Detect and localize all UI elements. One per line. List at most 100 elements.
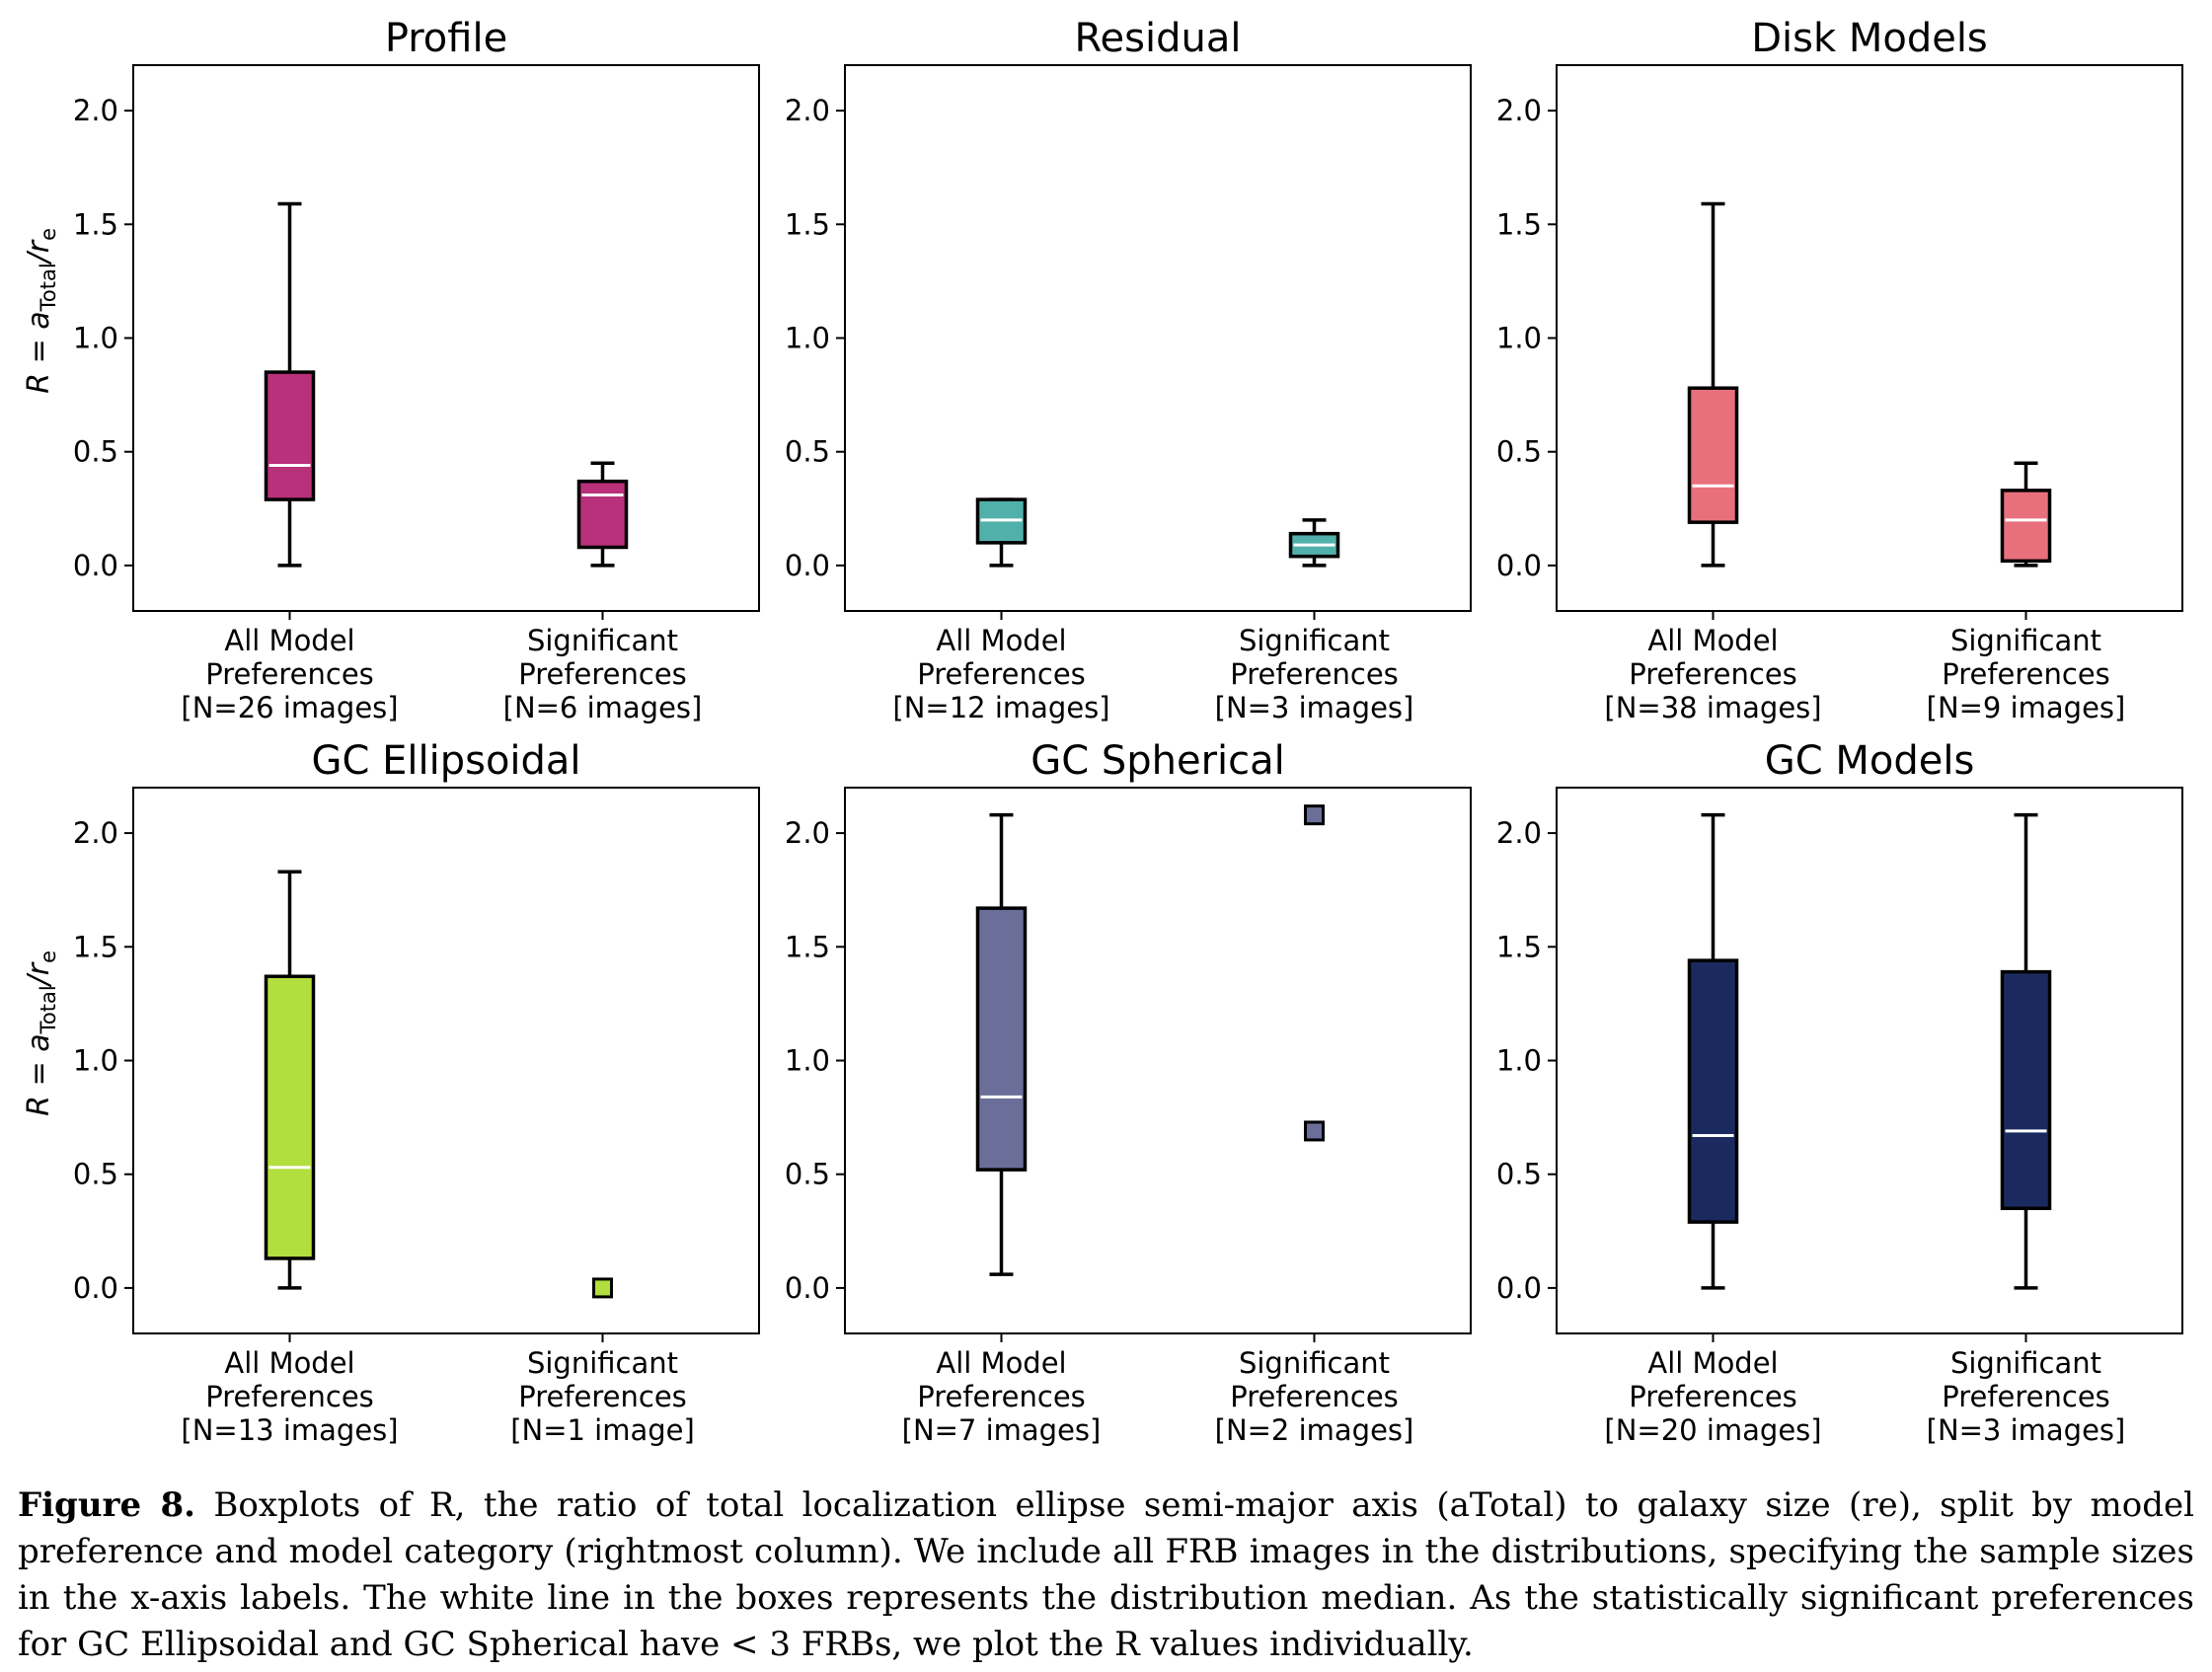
boxplot-all-model <box>975 812 1028 1276</box>
boxplot-all-model <box>1687 812 1739 1290</box>
y-tick-label: 1.5 <box>73 207 118 241</box>
plot-frame <box>844 64 1472 612</box>
x-tick-label: Preferences <box>1942 657 2110 691</box>
boxplot-all-model <box>264 870 316 1290</box>
x-tick-label: Significant <box>527 624 678 657</box>
box-iqr <box>1687 958 1739 1224</box>
caption-text: Boxplots of R, the ratio of total locali… <box>18 1485 2194 1664</box>
y-tick-label: 2.0 <box>1496 94 1542 127</box>
y-tick-label: 0.0 <box>73 1271 118 1305</box>
y-tick-label: 0.5 <box>73 1158 118 1191</box>
y-tick-label: 0.5 <box>1496 435 1542 469</box>
x-tick-label: Significant <box>1950 1346 2101 1380</box>
y-tick-label: 0.0 <box>785 1271 830 1305</box>
subplot-title: GC Ellipsoidal <box>311 738 580 784</box>
subplot-title: Profile <box>385 16 507 61</box>
x-tick-label: [N=1 image] <box>510 1413 695 1447</box>
x-tick-label: [N=12 images] <box>892 691 1109 724</box>
figure-caption: Figure 8. Boxplots of R, the ratio of to… <box>18 1482 2194 1668</box>
y-tick-label: 0.5 <box>73 435 118 469</box>
y-tick-label: 1.5 <box>785 207 830 241</box>
subplot-title: Disk Models <box>1751 16 1988 61</box>
box-iqr <box>2000 489 2052 564</box>
y-tick-label: 0.5 <box>785 435 830 469</box>
y-axis-label: R = aTotal/re <box>22 228 60 394</box>
y-tick-label: 1.5 <box>785 930 830 963</box>
x-tick-label: [N=2 images] <box>1215 1413 1414 1447</box>
y-tick-label: 1.0 <box>1496 1044 1542 1078</box>
y-tick-label: 1.0 <box>1496 322 1542 355</box>
x-tick-label: Preferences <box>205 657 374 691</box>
boxplot-significant <box>2000 461 2052 568</box>
x-tick-label: [N=13 images] <box>181 1413 398 1447</box>
boxplot-all-model <box>975 497 1028 568</box>
plot-frame <box>132 787 760 1334</box>
y-tick-label: 1.0 <box>785 1044 830 1078</box>
x-tick-label: Preferences <box>1230 1380 1399 1413</box>
box-iqr <box>975 906 1028 1172</box>
y-tick-label: 0.0 <box>785 549 830 582</box>
y-tick-label: 1.5 <box>1496 207 1542 241</box>
y-tick-label: 0.5 <box>785 1158 830 1191</box>
x-tick-label: Preferences <box>518 1380 687 1413</box>
x-tick-label: Preferences <box>205 1380 374 1413</box>
y-tick-label: 1.0 <box>785 322 830 355</box>
y-tick-label: 2.0 <box>785 94 830 127</box>
plot-frame <box>1556 64 2183 612</box>
x-tick-label: Preferences <box>917 657 1086 691</box>
y-tick-label: 1.0 <box>73 322 118 355</box>
x-tick-label: [N=3 images] <box>1215 691 1414 724</box>
x-tick-label: [N=3 images] <box>1927 1413 2126 1447</box>
data-point <box>1304 1120 1325 1142</box>
plot-frame <box>132 64 760 612</box>
boxplot-significant <box>576 461 629 568</box>
x-tick-label: Preferences <box>1629 657 1797 691</box>
x-tick-label: Preferences <box>1942 1380 2110 1413</box>
box-iqr <box>576 479 629 550</box>
plot-frame <box>844 787 1472 1334</box>
y-tick-label: 0.0 <box>1496 549 1542 582</box>
data-point <box>1304 804 1325 826</box>
box-iqr <box>264 370 316 501</box>
x-tick-label: Significant <box>1239 624 1390 657</box>
y-tick-label: 2.0 <box>1496 816 1542 850</box>
subplot-gc-ellipsoidal: GC Ellipsoidal 0.0 0.5 1.0 1.5 2.0 R = aTotal/… <box>22 738 760 1447</box>
x-tick-label: [N=20 images] <box>1604 1413 1821 1447</box>
x-tick-label: All Model <box>224 1346 354 1380</box>
plot-frame <box>1556 787 2183 1334</box>
x-tick-label: [N=26 images] <box>181 691 398 724</box>
y-tick-label: 0.0 <box>1496 1271 1542 1305</box>
y-tick-label: 1.0 <box>73 1044 118 1078</box>
y-tick-label: 0.5 <box>1496 1158 1542 1191</box>
y-axis-label: R = aTotal/re <box>22 950 60 1116</box>
x-tick-label: All Model <box>1647 1346 1778 1380</box>
caption-label: Figure 8. <box>18 1485 195 1525</box>
x-tick-label: Significant <box>527 1346 678 1380</box>
subplot-title: GC Models <box>1765 738 1975 784</box>
boxplot-significant <box>2000 812 2052 1290</box>
data-point <box>592 1277 613 1299</box>
subplot-gc-models: GC Models 0.0 0.5 1.0 1.5 2.0 All Model Prefere… <box>1496 738 2183 1447</box>
subplot-title: Residual <box>1075 16 1242 61</box>
x-tick-label: Preferences <box>1230 657 1399 691</box>
x-tick-label: Significant <box>1239 1346 1390 1380</box>
x-tick-label: [N=9 images] <box>1927 691 2126 724</box>
subplot-title: GC Spherical <box>1030 738 1285 784</box>
boxplot-all-model <box>1687 201 1739 568</box>
y-tick-label: 2.0 <box>73 816 118 850</box>
y-tick-label: 2.0 <box>785 816 830 850</box>
box-iqr <box>1687 386 1739 524</box>
y-tick-label: 2.0 <box>73 94 118 127</box>
box-iqr <box>264 974 316 1260</box>
x-tick-label: Preferences <box>518 657 687 691</box>
x-tick-label: All Model <box>1647 624 1778 657</box>
x-tick-label: Significant <box>1950 624 2101 657</box>
x-tick-label: All Model <box>936 1346 1066 1380</box>
x-tick-label: Preferences <box>917 1380 1086 1413</box>
y-tick-label: 1.5 <box>1496 930 1542 963</box>
boxplot-significant <box>1288 518 1340 568</box>
figure-canvas: Profile 0.0 0.5 1.0 1.5 2.0 R = aTotal/re All M… <box>22 16 2183 1447</box>
